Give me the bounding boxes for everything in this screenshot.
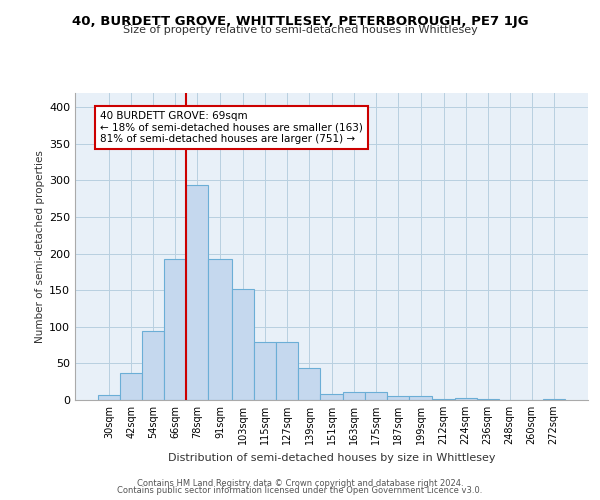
- Bar: [409, 396, 433, 400]
- Bar: [121, 373, 142, 400]
- Text: 40 BURDETT GROVE: 69sqm
← 18% of semi-detached houses are smaller (163)
81% of s: 40 BURDETT GROVE: 69sqm ← 18% of semi-de…: [100, 111, 363, 144]
- Bar: [142, 331, 164, 400]
- Text: Size of property relative to semi-detached houses in Whittlesey: Size of property relative to semi-detach…: [122, 25, 478, 35]
- Bar: [232, 288, 254, 400]
- Bar: [433, 398, 455, 400]
- Bar: [254, 342, 277, 400]
- Bar: [386, 396, 409, 400]
- Bar: [320, 394, 343, 400]
- Bar: [455, 398, 476, 400]
- Bar: [343, 392, 365, 400]
- Bar: [98, 395, 121, 400]
- Bar: [164, 260, 187, 400]
- Bar: [542, 398, 565, 400]
- Bar: [365, 392, 386, 400]
- Bar: [277, 342, 298, 400]
- Text: 40, BURDETT GROVE, WHITTLESEY, PETERBOROUGH, PE7 1JG: 40, BURDETT GROVE, WHITTLESEY, PETERBORO…: [71, 15, 529, 28]
- Text: Contains HM Land Registry data © Crown copyright and database right 2024.: Contains HM Land Registry data © Crown c…: [137, 478, 463, 488]
- Text: Contains public sector information licensed under the Open Government Licence v3: Contains public sector information licen…: [118, 486, 482, 495]
- Y-axis label: Number of semi-detached properties: Number of semi-detached properties: [35, 150, 45, 342]
- Bar: [208, 260, 232, 400]
- X-axis label: Distribution of semi-detached houses by size in Whittlesey: Distribution of semi-detached houses by …: [168, 452, 495, 462]
- Bar: [476, 398, 499, 400]
- Bar: [298, 368, 320, 400]
- Bar: [187, 184, 208, 400]
